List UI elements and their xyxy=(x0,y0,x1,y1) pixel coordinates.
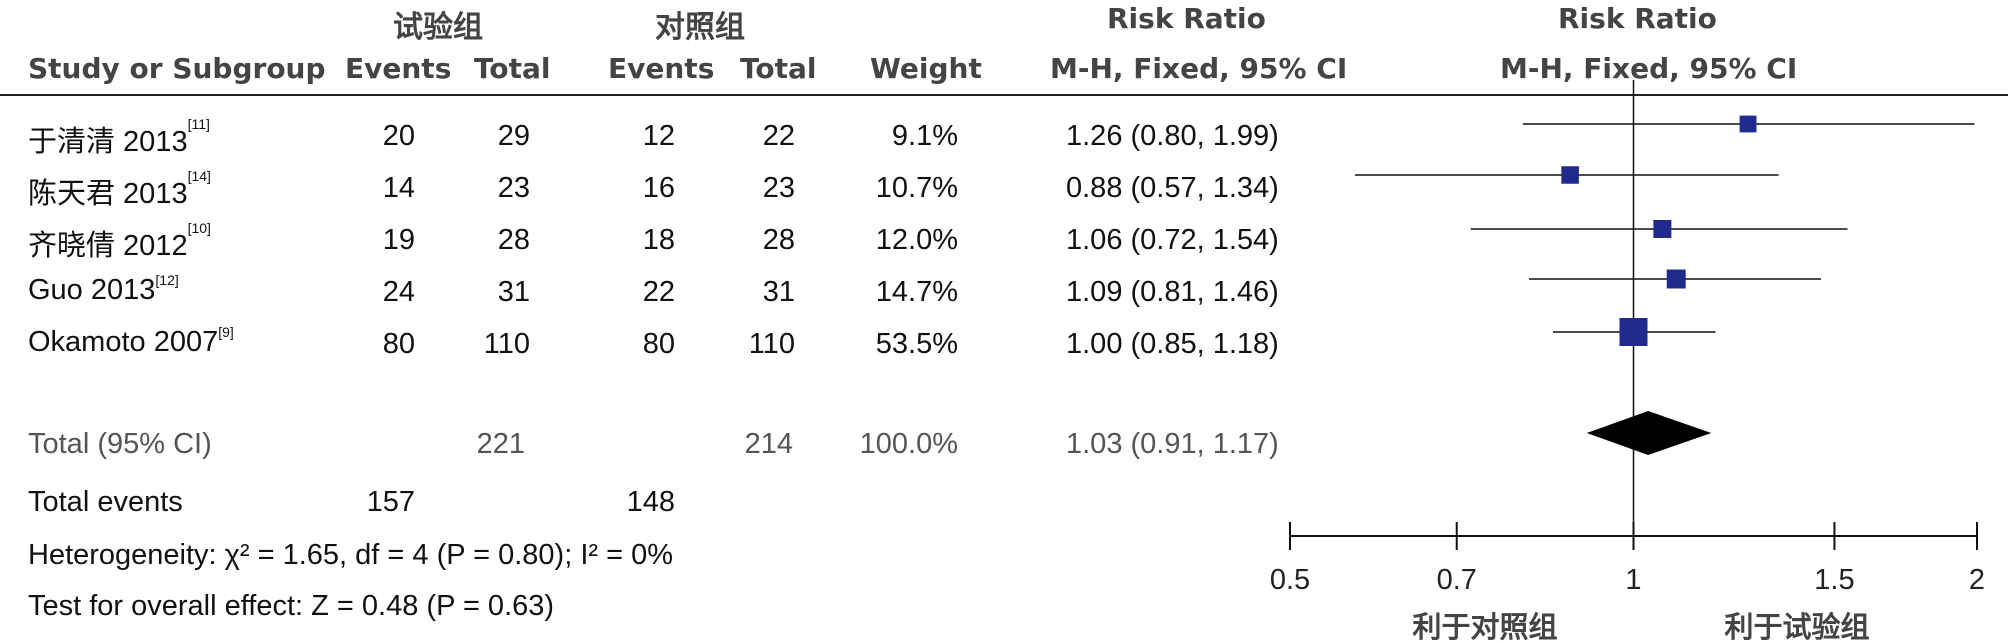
study-reference: [9] xyxy=(218,324,234,340)
col-header-total2: Total xyxy=(740,52,817,85)
events2-value: 12 xyxy=(642,120,675,152)
study-name: Okamoto 2007[9] xyxy=(28,324,234,358)
favours-experimental-label: 利于试验组 xyxy=(1724,610,1869,643)
events1-value: 14 xyxy=(382,172,415,204)
rr-ci-value: 1.09 (0.81, 1.46) xyxy=(1066,276,1279,308)
favours-control-label: 利于对照组 xyxy=(1412,610,1557,643)
total2-value: 22 xyxy=(762,120,795,152)
total1-value: 23 xyxy=(497,172,530,204)
rr-ci-value: 0.88 (0.57, 1.34) xyxy=(1066,172,1279,204)
col-header-study: Study or Subgroup xyxy=(28,52,326,85)
study-reference: [12] xyxy=(155,272,179,288)
total2-value: 23 xyxy=(762,172,795,204)
total-rr-ci: 1.03 (0.91, 1.17) xyxy=(1066,428,1279,460)
rr-ci-value: 1.26 (0.80, 1.99) xyxy=(1066,120,1279,152)
heterogeneity-stat: Heterogeneity: χ² = 1.65, df = 4 (P = 0.… xyxy=(28,539,673,571)
col-header-weight: Weight xyxy=(870,52,982,85)
weight-value: 9.1% xyxy=(891,120,958,152)
x-tick-label: 1.5 xyxy=(1814,564,1854,596)
total2-sum: 214 xyxy=(744,428,793,460)
forest-layer: 0.5 0.7 1 1.5 2 利于对照组 利于试验组 xyxy=(1270,80,1985,643)
study-marker xyxy=(1653,220,1672,238)
x-tick-label: 2 xyxy=(1969,564,1985,596)
events1-value: 20 xyxy=(382,120,415,152)
study-marker xyxy=(1666,269,1686,289)
study-marker xyxy=(1619,318,1648,346)
events1-value: 24 xyxy=(382,276,415,308)
total1-value: 29 xyxy=(497,120,530,152)
weight-value: 10.7% xyxy=(875,172,958,204)
weight-value: 12.0% xyxy=(875,224,958,256)
total2-value: 31 xyxy=(762,276,795,308)
weight-value: 53.5% xyxy=(875,328,958,360)
rr-ci-value: 1.00 (0.85, 1.18) xyxy=(1066,328,1279,360)
study-marker xyxy=(1739,115,1757,133)
study-name: 陈天君 2013[14] xyxy=(28,168,211,210)
header-control-group: 对照组 xyxy=(655,10,745,45)
col-header-events1: Events xyxy=(345,52,452,85)
study-name: Guo 2013[12] xyxy=(28,272,179,306)
total-events1: 157 xyxy=(366,486,415,518)
col-header-events2: Events xyxy=(608,52,715,85)
header-experimental-group: 试验组 xyxy=(393,10,483,45)
total1-value: 31 xyxy=(497,276,530,308)
events2-value: 16 xyxy=(642,172,675,204)
weight-value: 14.7% xyxy=(875,276,958,308)
x-tick-label: 0.5 xyxy=(1270,564,1310,596)
header-risk-ratio-left: Risk Ratio xyxy=(1107,2,1266,35)
total1-value: 28 xyxy=(497,224,530,256)
total-weight: 100.0% xyxy=(859,428,958,460)
total1-value: 110 xyxy=(483,328,530,360)
study-name: 于清清 2013[11] xyxy=(28,116,210,158)
x-tick-label: 0.7 xyxy=(1437,564,1477,596)
study-name: 齐晓倩 2012[10] xyxy=(28,220,211,262)
events2-value: 80 xyxy=(642,328,675,360)
study-reference: [10] xyxy=(187,220,211,236)
events2-value: 18 xyxy=(642,224,675,256)
rr-ci-value: 1.06 (0.72, 1.54) xyxy=(1066,224,1279,256)
events1-value: 19 xyxy=(382,224,415,256)
col-header-method-right: M-H, Fixed, 95% CI xyxy=(1500,52,1798,85)
total2-value: 110 xyxy=(748,328,795,360)
total1-sum: 221 xyxy=(476,428,525,460)
col-header-method-left: M-H, Fixed, 95% CI xyxy=(1050,52,1348,85)
study-reference: [11] xyxy=(187,116,210,132)
total-events-label: Total events xyxy=(28,486,183,518)
total2-value: 28 xyxy=(762,224,795,256)
pooled-diamond xyxy=(1586,411,1712,455)
col-header-total1: Total xyxy=(474,52,551,85)
header-risk-ratio-right: Risk Ratio xyxy=(1558,2,1717,35)
total-label: Total (95% CI) xyxy=(28,428,212,460)
study-marker xyxy=(1561,166,1579,184)
study-reference: [14] xyxy=(187,168,211,184)
x-tick-label: 1 xyxy=(1625,564,1641,596)
events1-value: 80 xyxy=(382,328,415,360)
overall-effect-stat: Test for overall effect: Z = 0.48 (P = 0… xyxy=(28,590,555,622)
total-events2: 148 xyxy=(626,486,675,518)
events2-value: 22 xyxy=(642,276,675,308)
